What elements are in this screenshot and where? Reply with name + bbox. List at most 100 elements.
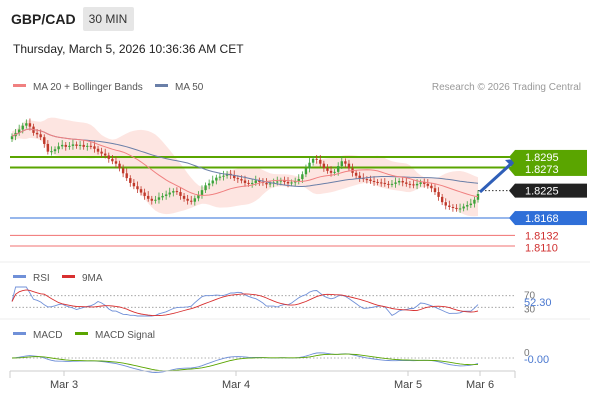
rsi-current-value: 52.30 [524,297,552,309]
candle-body [35,132,39,135]
macd-signal-line [11,353,479,372]
candle-body [444,202,447,206]
candle-body [387,183,390,185]
support-level-tag-tip [509,211,515,226]
candle-body [354,172,358,176]
candle-body [362,178,365,180]
candle-body [455,207,458,209]
candle-body [397,181,401,183]
candle-body [50,151,53,153]
candle-body [383,182,386,184]
candle-body [297,179,300,182]
rsi-axis-label: 70 [524,291,536,302]
macd-legend-swatch [13,332,26,335]
projection-arrow [478,161,514,194]
candle-body [136,186,139,190]
candle-body [462,206,465,209]
candle-body [301,174,304,180]
candle-body [322,163,326,169]
candle-body [337,166,340,172]
x-axis-label: Mar 4 [222,379,250,391]
candle-body [164,194,168,196]
pair-title: GBP/CAD [11,11,76,27]
resistance-level-value: 1.8273 [525,164,559,176]
candle-body [358,175,361,179]
red-level-value: 1.8110 [525,242,558,254]
candle-body [426,183,430,186]
candle-body [129,178,132,183]
candle-body [293,181,297,183]
rsi-legend-swatch [13,275,26,278]
candle-body [311,158,315,163]
resistance-level-tag-tip [509,149,515,164]
candle-body [340,161,343,167]
ma20-legend-label: MA 20 + Bollinger Bands [33,82,143,93]
candle-body [376,181,379,183]
current-level-value: 1.8225 [525,186,559,198]
timeframe-button[interactable] [83,7,134,31]
resistance-level-tag [515,161,587,176]
candle-body [469,203,473,206]
resistance-level-tag-tip [509,161,515,176]
candle-body [179,192,182,196]
datetime-label: Thursday, March 5, 2026 10:36:36 AM CET [13,42,244,56]
candle-body [243,180,247,183]
candle-body [168,192,171,195]
candle-body [365,179,369,181]
candle-body [369,179,372,181]
candle-body [390,183,394,185]
candle-body [415,183,419,186]
ma20-legend-swatch [13,84,26,87]
candle-body [344,161,347,164]
candle-body [71,144,75,146]
candle-body [161,195,164,198]
candle-body [279,180,283,182]
support-level-tag [515,211,587,226]
candle-body [240,179,243,181]
candle-body [197,194,200,199]
candle-body [118,163,121,169]
candle-body [283,180,286,182]
candle-body [440,196,444,203]
candle-body [473,199,476,204]
candle-body [111,158,114,162]
x-axis-label: Mar 5 [394,379,422,391]
candle-body [186,198,189,201]
candle-body [430,185,433,189]
candle-body [200,190,204,195]
candle-body [64,144,67,147]
bollinger-band [12,117,478,217]
candle-body [86,145,89,147]
candle-body [412,184,415,186]
candle-body [143,192,146,196]
candle-body [215,177,218,181]
x-axis-label: Mar 6 [466,379,494,391]
credit-label: Research © 2026 Trading Central [432,82,581,93]
candle-body [326,168,329,171]
candle-body [319,159,322,164]
candle-body [451,206,455,208]
candle-body [380,182,383,184]
candle-body [433,188,437,193]
candle-body [394,182,397,184]
candle-body [308,162,311,169]
candle-body [466,205,469,207]
candle-body [258,180,261,182]
x-axis-label: Mar 3 [50,379,78,391]
candle-body [68,145,71,147]
candle-body [458,208,462,210]
candle-body [78,144,82,146]
candle-body [132,182,136,187]
candle-body [157,197,161,200]
candle-body [17,129,21,133]
candle-body [121,168,125,174]
red-level-value: 1.8132 [525,230,559,242]
candle-body [207,183,211,186]
candle-body [75,144,78,146]
candle-body [401,181,404,183]
ma50-legend-swatch [155,84,168,87]
macd-signal-legend-swatch [75,332,88,335]
current-level-tag-tip [509,183,515,198]
candle-body [154,199,157,201]
candle-body [100,151,103,154]
